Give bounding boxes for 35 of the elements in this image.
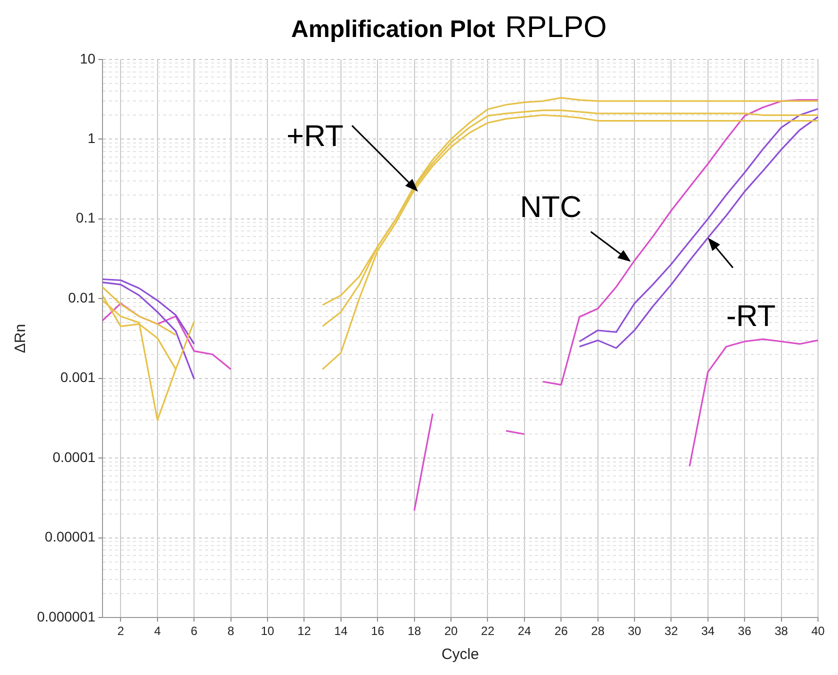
y-tick-label: 0.00001: [44, 528, 96, 545]
x-tick-label: 28: [591, 624, 605, 638]
x-tick-label: 8: [227, 624, 234, 638]
x-tick-label: 32: [664, 624, 678, 638]
x-tick-label: 10: [260, 624, 275, 638]
x-tick-label: 36: [738, 624, 752, 638]
x-axis-title: Cycle: [441, 646, 479, 664]
chart-title: Amplification Plot: [291, 16, 496, 43]
annotation: +RT: [286, 120, 344, 153]
x-tick-label: 12: [298, 624, 312, 638]
y-axis-title: ΔRn: [12, 324, 30, 354]
x-tick-label: 2: [117, 624, 124, 638]
x-tick-label: 40: [811, 624, 825, 638]
x-tick-label: 14: [334, 624, 348, 638]
x-tick-label: 30: [628, 624, 642, 638]
annotation: -RT: [726, 300, 776, 334]
y-tick-label: 1: [88, 130, 96, 146]
chart-subtitle: RPLPO: [505, 11, 607, 44]
x-tick-label: 4: [154, 624, 162, 638]
y-tick-label: 0.000001: [36, 608, 96, 624]
x-tick-label: 22: [481, 624, 495, 638]
x-tick-label: 38: [774, 624, 788, 638]
y-tick-label: 0.01: [68, 289, 96, 306]
y-tick-label: 0.0001: [52, 448, 96, 465]
x-tick-label: 20: [444, 624, 458, 638]
x-tick-label: 24: [518, 624, 532, 638]
x-tick-label: 18: [408, 624, 422, 638]
x-tick-label: 6: [190, 624, 198, 638]
y-tick-label: 0.001: [60, 369, 96, 386]
x-tick-label: 26: [554, 624, 568, 638]
x-tick-label: 34: [701, 624, 715, 638]
annotation: NTC: [520, 191, 582, 224]
x-tick-label: 16: [370, 624, 385, 638]
y-tick-label: 10: [80, 50, 96, 66]
y-tick-label: 0.1: [76, 210, 96, 226]
